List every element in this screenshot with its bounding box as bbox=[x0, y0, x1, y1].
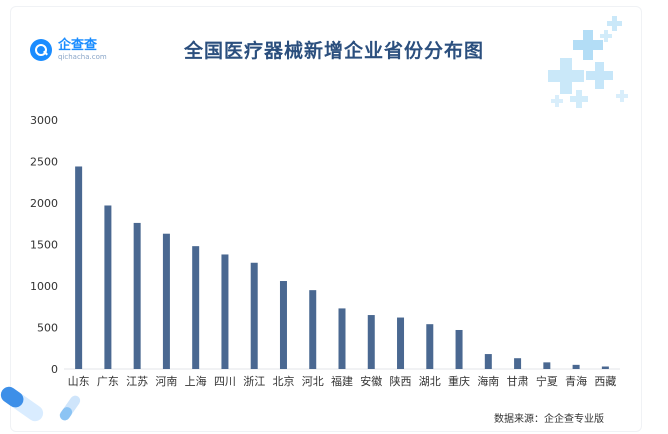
bar bbox=[455, 329, 463, 369]
y-tick-label: 3000 bbox=[30, 114, 58, 127]
y-tick-label: 500 bbox=[37, 322, 58, 335]
data-source-note: 数据来源：企企查专业版 bbox=[494, 414, 604, 425]
y-tick-label: 2000 bbox=[30, 197, 58, 210]
bars bbox=[75, 166, 609, 369]
bar bbox=[397, 317, 405, 369]
x-tick-label: 青海 bbox=[565, 374, 587, 388]
pill-decoration-icon bbox=[0, 386, 81, 422]
chart-title: 全国医疗器械新增企业省份分布图 bbox=[183, 40, 484, 62]
chart-card bbox=[10, 6, 642, 432]
bar bbox=[221, 254, 229, 369]
x-tick-label: 重庆 bbox=[448, 374, 470, 388]
bar bbox=[250, 262, 258, 369]
x-tick-label: 海南 bbox=[477, 374, 499, 388]
bar bbox=[543, 362, 551, 369]
bar bbox=[338, 308, 346, 369]
bar bbox=[484, 354, 492, 369]
y-tick-label: 2500 bbox=[30, 156, 58, 169]
y-tick-label: 0 bbox=[51, 363, 58, 376]
x-tick-label: 四川 bbox=[214, 375, 236, 388]
bar bbox=[104, 205, 112, 369]
x-tick-label: 浙江 bbox=[243, 375, 265, 388]
bar bbox=[133, 222, 141, 369]
bar bbox=[309, 290, 317, 369]
logo-url: qichacha.com bbox=[58, 53, 107, 61]
magnifier-logo-icon bbox=[30, 39, 52, 61]
bar bbox=[514, 358, 522, 369]
bar bbox=[601, 366, 609, 369]
x-tick-label: 安徽 bbox=[360, 374, 382, 388]
x-tick-label: 宁夏 bbox=[536, 374, 558, 388]
bar bbox=[192, 246, 200, 369]
x-tick-label: 湖北 bbox=[419, 375, 441, 388]
bar bbox=[426, 324, 434, 369]
bar bbox=[279, 281, 287, 369]
x-tick-label: 福建 bbox=[331, 374, 353, 388]
x-tick-label: 山东 bbox=[68, 375, 90, 388]
x-tick-label: 河北 bbox=[302, 375, 324, 388]
y-axis: 0 500 1000 1500 2000 2500 3000 bbox=[30, 114, 620, 376]
medical-cross-decoration-icon bbox=[548, 16, 628, 108]
x-tick-label: 河南 bbox=[155, 375, 177, 388]
x-axis-labels: 山东 广东 江苏 河南 上海 四川 浙江 北京 河北 福建 安徽 陕西 湖北 重庆 海南 甘肃 宁夏 青海 西藏 bbox=[68, 374, 617, 388]
x-tick-label: 北京 bbox=[272, 374, 294, 388]
bar bbox=[367, 315, 375, 369]
logo-name: 企查查 bbox=[58, 38, 98, 53]
x-tick-label: 上海 bbox=[185, 374, 207, 388]
x-tick-label: 广东 bbox=[97, 375, 119, 388]
y-tick-label: 1000 bbox=[30, 280, 58, 293]
y-tick-label: 1500 bbox=[30, 239, 58, 252]
x-tick-label: 甘肃 bbox=[507, 375, 529, 388]
bar bbox=[572, 364, 580, 369]
x-tick-label: 江苏 bbox=[126, 375, 148, 388]
x-tick-label: 西藏 bbox=[594, 375, 616, 388]
bar bbox=[162, 233, 170, 369]
brand-logo: 企查查 qichacha.com bbox=[30, 36, 107, 64]
x-tick-label: 陕西 bbox=[390, 374, 412, 388]
bar bbox=[75, 166, 83, 369]
